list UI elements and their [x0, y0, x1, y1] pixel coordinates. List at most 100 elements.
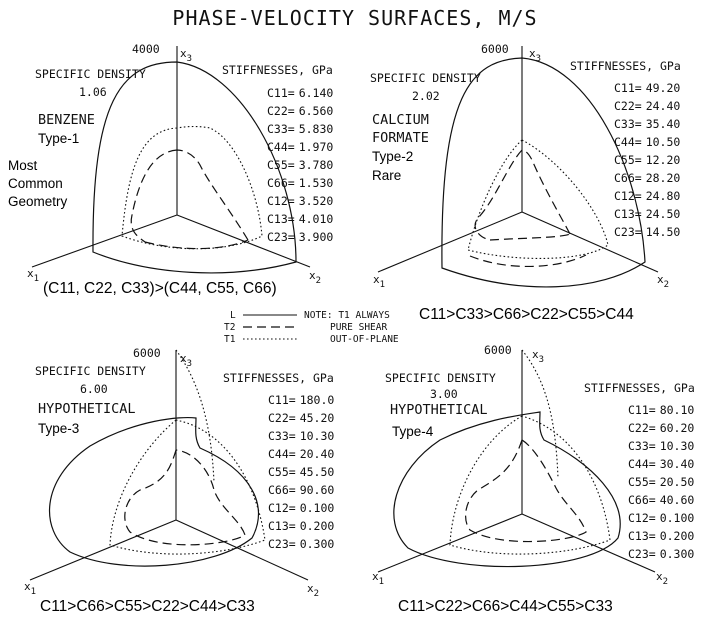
material-name: BENZENE [38, 112, 95, 128]
x1-axis-label: x1 [372, 570, 384, 587]
material-name-line-2: FORMATE [372, 130, 429, 146]
note-line-3: Geometry [8, 194, 68, 209]
stiffness-title: STIFFNESSES, GPa [570, 59, 681, 73]
stiffness-title: STIFFNESSES, GPa [223, 371, 334, 385]
material-type: Type-3 [38, 421, 79, 436]
ordering-caption: C11>C33>C66>C22>C55>C44 [419, 306, 634, 323]
stiffness-row: C13= 24.50 [614, 207, 680, 221]
l-wave-surface [441, 57, 646, 288]
stiffness-row: C44= 1.970 [267, 140, 333, 154]
x2-axis-label: x2 [657, 273, 669, 290]
figure-title: PHASE-VELOCITY SURFACES, M/S [172, 6, 537, 30]
stiffness-row: C22= 24.40 [614, 99, 680, 113]
x1-axis-label: x1 [24, 580, 36, 597]
x1-axis-label: x1 [27, 267, 39, 284]
stiffness-row: C33= 10.30 [268, 429, 334, 443]
panel-benzene: 4000 x3 SPECIFIC DENSITY 1.06 BENZENE Ty… [8, 42, 333, 297]
panel-hypothetical-type-4: 6000 x3 SPECIFIC DENSITY 3.00 HYPOTHETIC… [372, 343, 695, 615]
x2-axis-label: x2 [309, 269, 321, 286]
stiffness-row: C13= 0.200 [628, 529, 694, 543]
scale-label: 6000 [133, 346, 161, 360]
x1-axis [377, 513, 523, 573]
x1-axis-label: x1 [373, 273, 385, 290]
l-wave-surface [92, 61, 297, 274]
scale-label: 6000 [484, 343, 512, 357]
material-name: HYPOTHETICAL [38, 401, 136, 417]
stiffness-row: C44= 30.40 [628, 457, 694, 471]
legend: L NOTE: T1 ALWAYS T2 PURE SHEAR T1 OUT-O… [224, 310, 399, 345]
ordering-caption: C11>C66>C55>C22>C44>C33 [40, 598, 255, 615]
stiffness-row: C12= 24.80 [614, 189, 680, 203]
legend-out-of-plane: OUT-OF-PLANE [330, 334, 399, 345]
stiffness-list: C11= 180.0 C22= 45.20 C33= 10.30 C44= 20.40 … [268, 393, 334, 551]
x1-axis [29, 519, 177, 581]
material-name: HYPOTHETICAL [390, 402, 488, 418]
stiffness-row: C44= 10.50 [614, 135, 680, 149]
x1-axis [377, 211, 523, 273]
density-value: 3.00 [430, 387, 458, 401]
stiffness-row: C22= 60.20 [628, 421, 694, 435]
t2-wave-surface [464, 439, 587, 543]
x3-axis-label: x3 [180, 352, 192, 369]
stiffness-row: C23= 14.50 [614, 225, 680, 239]
density-value: 2.02 [412, 89, 440, 103]
legend-label-l: L [230, 310, 236, 321]
x2-axis-label: x2 [656, 570, 668, 587]
stiffness-row: C12= 0.100 [268, 501, 334, 515]
density-label: SPECIFIC DENSITY [370, 71, 481, 85]
l-wave-surface [393, 411, 621, 568]
stiffness-row: C44= 20.40 [268, 447, 334, 461]
density-label: SPECIFIC DENSITY [385, 371, 496, 385]
stiffness-row: C11= 180.0 [268, 393, 334, 407]
stiffness-row: C11= 6.140 [267, 86, 333, 100]
stiffness-list: C11= 49.20 C22= 24.40 C33= 35.40 C44= 10.50 … [614, 81, 680, 239]
stiffness-row: C12= 3.520 [267, 194, 333, 208]
legend-note: NOTE: T1 ALWAYS [304, 310, 390, 321]
x1-axis [31, 214, 178, 268]
stiffness-row: C12= 0.100 [628, 511, 694, 525]
t1-wave-surface-arc [175, 349, 215, 483]
stiffness-row: C33= 10.30 [628, 439, 694, 453]
note-line-2: Common [8, 176, 63, 191]
density-label: SPECIFIC DENSITY [35, 67, 146, 81]
material-type: Type-4 [392, 424, 434, 439]
stiffness-row: C66= 40.60 [628, 493, 694, 507]
stiffness-row: C11= 80.10 [628, 403, 694, 417]
stiffness-title: STIFFNESSES, GPa [222, 63, 333, 77]
x2-axis [521, 211, 659, 273]
velocity-surface-diagram [377, 349, 656, 573]
t2-wave-surface [124, 449, 246, 546]
stiffness-row: C13= 4.010 [267, 212, 333, 226]
scale-label: 4000 [132, 42, 160, 56]
stiffness-row: C66= 1.530 [267, 176, 333, 190]
note-line-1: Rare [372, 168, 401, 183]
legend-label-t1: T1 [224, 334, 236, 345]
velocity-surface-diagram [377, 46, 659, 288]
stiffness-row: C66= 90.60 [268, 483, 334, 497]
stiffness-list: C11= 6.140 C22= 6.560 C33= 5.830 C44= 1.970 … [267, 86, 333, 244]
x2-axis [176, 214, 311, 268]
legend-pure-shear: PURE SHEAR [330, 322, 387, 333]
l-wave-surface [48, 417, 260, 567]
stiffness-row: C33= 35.40 [614, 117, 680, 131]
legend-label-t2: T2 [224, 322, 235, 333]
density-value: 6.00 [80, 382, 108, 396]
t1-wave-surface [109, 419, 266, 555]
stiffness-list: C11= 80.10 C22= 60.20 C33= 10.30 C44= 30.40 … [628, 403, 694, 561]
stiffness-row: C22= 45.20 [268, 411, 334, 425]
t2-wave-surface [474, 149, 571, 241]
t2-wave-surface [130, 149, 249, 250]
x2-axis [521, 513, 656, 573]
density-label: SPECIFIC DENSITY [35, 364, 146, 378]
stiffness-row: C13= 0.200 [268, 519, 334, 533]
ordering-caption: C11>C22>C66>C44>C55>C33 [398, 598, 613, 615]
x3-axis-label: x3 [180, 47, 192, 64]
velocity-surface-diagram [29, 349, 309, 581]
density-value: 1.06 [79, 85, 107, 99]
stiffness-row: C23= 0.300 [268, 537, 334, 551]
stiffness-row: C55= 45.50 [268, 465, 334, 479]
ordering-caption: (C11, C22, C33)>(C44, C55, C66) [43, 280, 277, 297]
stiffness-row: C55= 20.50 [628, 475, 694, 489]
x3-axis-label: x3 [529, 47, 541, 64]
